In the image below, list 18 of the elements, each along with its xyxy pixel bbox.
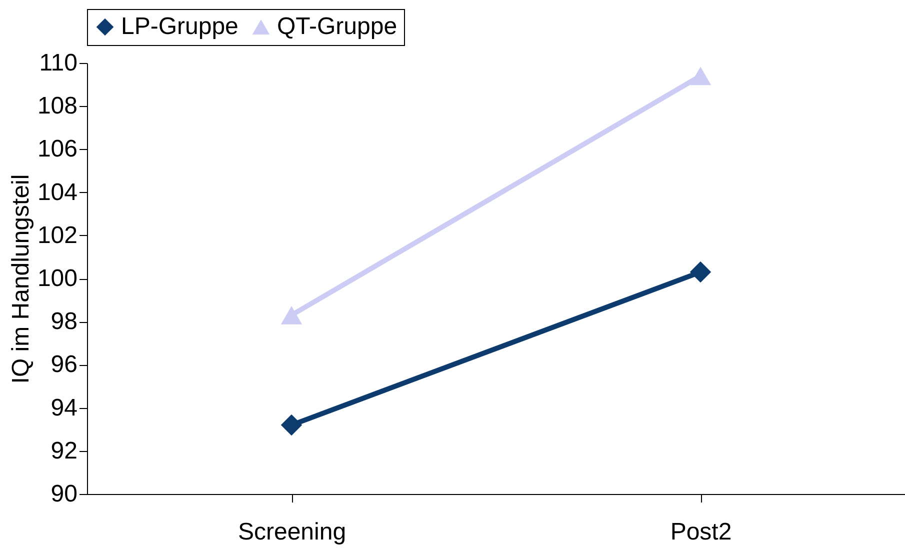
point	[690, 261, 712, 283]
y-tick-label: 104	[37, 178, 78, 206]
point	[280, 414, 302, 436]
y-tick-label: 94	[50, 394, 78, 422]
y-tick-label: 108	[37, 92, 78, 120]
y-axis-title: IQ im Handlungsteil	[7, 174, 34, 384]
y-tick-label: 92	[50, 437, 78, 464]
legend-label: QT-Gruppe	[277, 13, 398, 40]
y-tick-label: 96	[50, 351, 78, 378]
legend-label: LP-Gruppe	[121, 13, 238, 40]
x-tick-label: Screening	[238, 518, 346, 546]
y-tick-label: 110	[39, 50, 78, 76]
y-tick-label: 98	[50, 308, 78, 336]
y-tick-label: 100	[37, 265, 78, 292]
y-tick-label: 102	[37, 222, 78, 249]
y-tick-label: 90	[50, 480, 78, 508]
y-tick-label: 106	[37, 136, 78, 163]
x-tick-label: Post2	[670, 518, 732, 546]
